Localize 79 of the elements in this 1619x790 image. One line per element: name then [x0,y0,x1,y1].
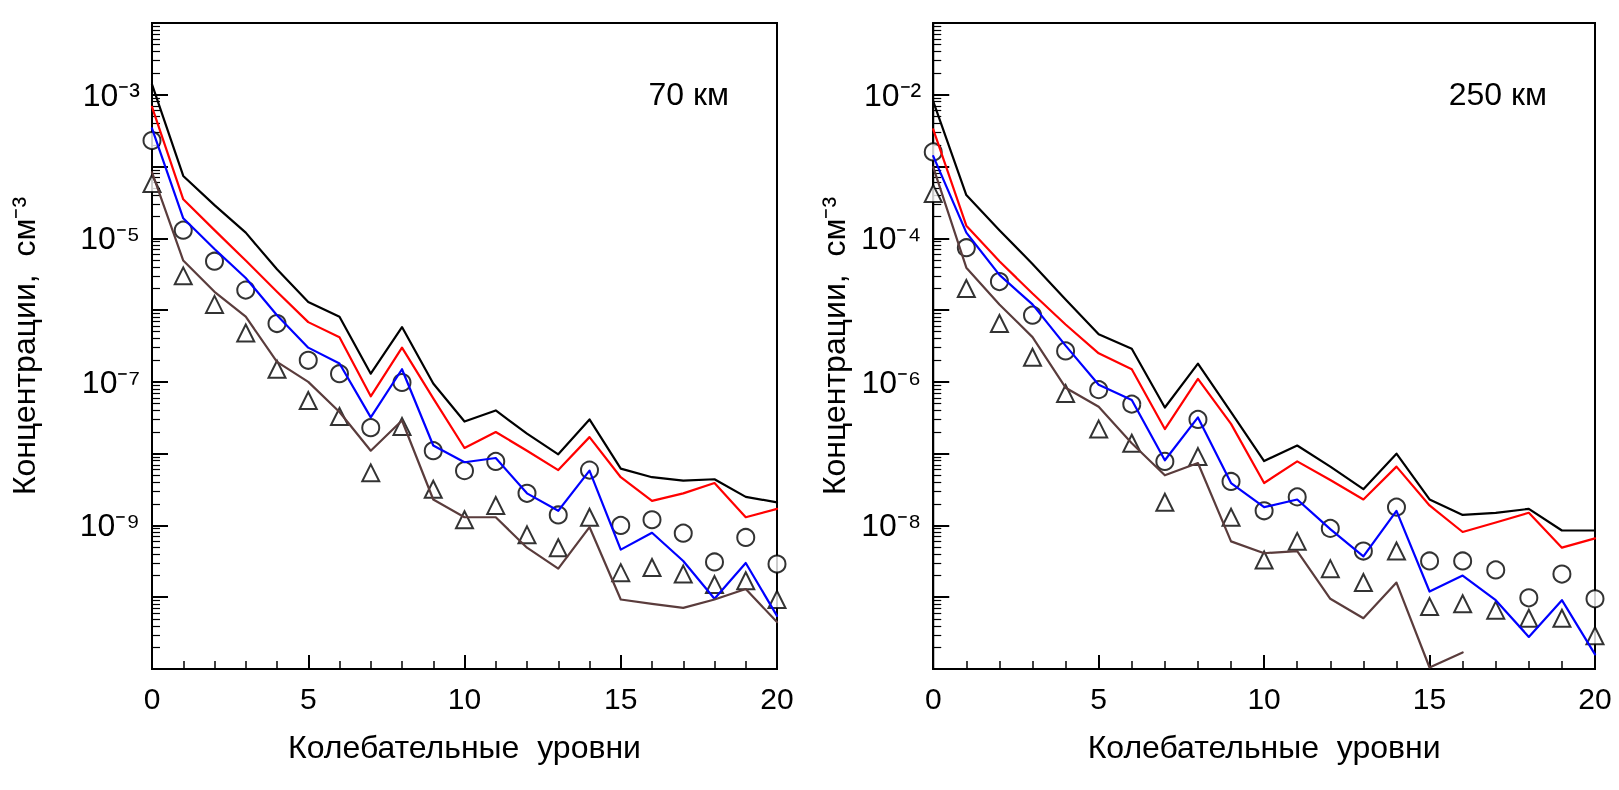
point [267,359,287,379]
point [1023,347,1043,367]
y-tick-label: 10⁻³ [82,76,141,113]
point [1486,560,1506,580]
x-tick-label: 15 [604,681,638,715]
y-axis-title: Концентрации, см⁻³ [6,196,42,496]
x-tick-label: 20 [1578,681,1612,715]
x-tick-label: 20 [760,681,794,715]
x-tick-label: 0 [924,681,942,715]
point [205,294,224,314]
point [1155,492,1175,512]
point [1386,541,1406,561]
y-tick-label: 10⁻⁷ [81,363,140,400]
point [1287,531,1307,551]
x-tick-label: 10 [447,681,482,715]
point [1453,551,1473,571]
point [1089,419,1109,439]
annotation: 250 км [1448,76,1547,112]
point [548,538,568,558]
point [642,510,662,530]
point [1486,600,1506,620]
point [611,515,631,535]
point [642,557,662,577]
point [361,463,381,483]
point [1254,550,1274,570]
x-tick-label: 5 [1090,681,1108,715]
point [173,220,193,240]
point [1519,588,1539,608]
point [298,391,318,411]
x-tick-label: 15 [1412,681,1447,715]
y-tick-label: 10⁻⁶ [861,363,922,400]
point [236,280,256,300]
point [767,589,787,609]
point [673,523,693,543]
point [736,571,756,591]
x-tick-label: 10 [1247,681,1281,715]
point [298,350,318,370]
point [1353,573,1373,593]
point [956,279,976,298]
point [1453,594,1473,614]
point [205,251,224,271]
x-tick-label: 0 [143,681,161,715]
point [1552,564,1572,584]
x-axis-title: Колебательные уровни [288,729,641,765]
point [173,266,193,286]
point [673,564,693,584]
point [705,552,724,572]
y-tick-label: 10⁻² [863,76,922,113]
y-tick-label: 10⁻⁴ [860,220,922,257]
point [1585,626,1605,646]
y-tick-label: 10⁻⁵ [80,220,140,257]
point [486,495,506,515]
point [767,554,787,574]
point [361,418,381,438]
point [1420,597,1440,617]
x-tick-label: 5 [299,681,317,715]
point [1023,305,1043,325]
point [517,525,537,545]
y-tick-label: 10⁻⁸ [861,507,922,544]
point [455,461,474,481]
y-tick-label: 10⁻⁹ [79,507,140,544]
annotation: 70 км [648,76,729,112]
x-axis-title: Колебательные уровни [1087,729,1441,765]
point [1320,559,1340,579]
point [1420,551,1440,571]
point [236,323,256,343]
y-axis-title: Концентрации, см⁻³ [816,196,852,496]
point [989,314,1009,334]
point [580,507,599,527]
line-series [932,166,1464,669]
point [455,510,474,530]
point [1056,383,1076,403]
point [736,527,756,547]
point [611,563,631,583]
point [1585,589,1605,609]
point [1552,608,1572,628]
point [1519,608,1539,628]
point [1221,507,1241,527]
point [923,184,943,204]
